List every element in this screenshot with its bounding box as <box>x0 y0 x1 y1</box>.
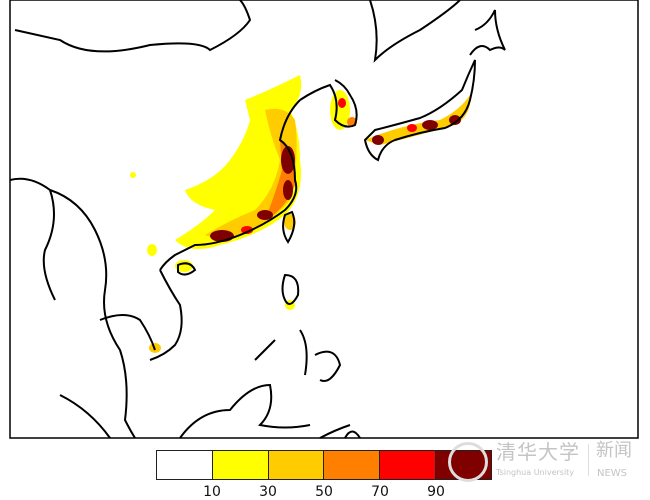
colorbar-bin-below-10 <box>157 451 213 479</box>
colorbar-tick: 10 <box>203 484 221 500</box>
watermark-university-en: Tsinghua University <box>496 468 575 477</box>
watermark-news-cn: 新闻 <box>596 440 632 461</box>
hotspots <box>130 75 471 353</box>
colorbar-tick: 90 <box>427 484 445 500</box>
colorbar-bin-70-90 <box>380 451 437 479</box>
coastlines <box>9 0 506 439</box>
colorbar-bin-30-50 <box>268 451 325 479</box>
colorbar-tick: 70 <box>371 484 389 500</box>
map-frame <box>9 0 639 439</box>
colorbar <box>156 450 492 480</box>
watermark-divider <box>588 444 589 476</box>
colorbar-bin-50-70 <box>324 451 381 479</box>
watermark-university-cn: 清华大学 <box>496 440 580 464</box>
watermark-news-en: NEWS <box>597 468 628 479</box>
colorbar-bin-10-30 <box>212 451 269 479</box>
map <box>9 0 639 439</box>
colorbar-tick: 50 <box>315 484 333 500</box>
university-seal-icon <box>448 442 488 482</box>
colorbar-tick: 30 <box>259 484 277 500</box>
